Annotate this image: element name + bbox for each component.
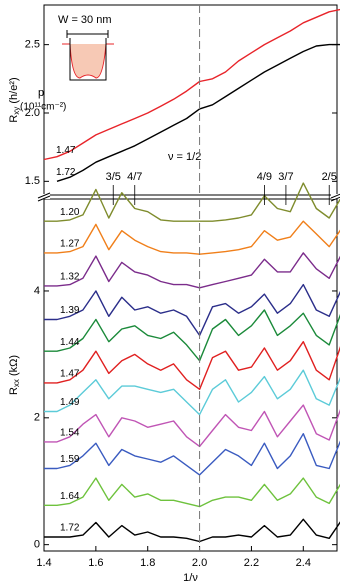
y-label-sub: xx bbox=[12, 379, 21, 387]
legend-title: p bbox=[38, 87, 44, 99]
plot-frame bbox=[43, 4, 338, 196]
y-tick-label: 2 bbox=[34, 412, 40, 424]
series-label: 1.39 bbox=[60, 305, 80, 316]
series-label: 1.32 bbox=[60, 272, 80, 283]
x-tick-label: 1.8 bbox=[140, 557, 155, 569]
data-line bbox=[44, 433, 340, 476]
y-label-main: R bbox=[8, 115, 20, 123]
data-line bbox=[44, 404, 340, 448]
y-axis-label: Rxx (kΩ) bbox=[8, 355, 21, 395]
x-tick-label: 1.6 bbox=[88, 557, 103, 569]
width-ticks bbox=[66, 30, 109, 38]
data-line bbox=[44, 369, 340, 416]
data-line bbox=[44, 283, 340, 337]
data-line bbox=[43, 8, 340, 161]
series-label: 1.49 bbox=[60, 397, 80, 408]
fraction-label: 3/7 bbox=[278, 171, 293, 183]
x-tick-label: 1.4 bbox=[36, 557, 51, 569]
y-label-sub: xy bbox=[12, 107, 21, 115]
series-label: 1.47 bbox=[60, 369, 80, 380]
data-line bbox=[44, 220, 340, 255]
data-line bbox=[44, 341, 340, 390]
fraction-label: 4/7 bbox=[127, 171, 142, 183]
y-tick-label: 2.0 bbox=[25, 107, 40, 119]
y-tick-label: 0 bbox=[34, 539, 40, 551]
data-line bbox=[44, 252, 340, 289]
y-tick-label: 4 bbox=[34, 285, 40, 297]
axis-break bbox=[330, 193, 340, 202]
series-label: 1.44 bbox=[60, 337, 80, 348]
x-tick-label: 2.2 bbox=[244, 557, 259, 569]
well bbox=[69, 38, 107, 81]
x-tick-label: 2.4 bbox=[296, 557, 311, 569]
series-label: 1.59 bbox=[60, 454, 80, 465]
series-label: 1.72 bbox=[60, 523, 80, 534]
density-profile bbox=[62, 43, 114, 79]
series-label: 1.64 bbox=[60, 491, 80, 502]
fraction-label: 3/5 bbox=[106, 171, 121, 183]
series-label: 1.27 bbox=[60, 239, 80, 250]
plot-frame bbox=[43, 198, 338, 552]
y-label-unit: (h/e²) bbox=[8, 77, 20, 106]
series-label: 1.72 bbox=[56, 167, 76, 178]
x-tick-label: 2.0 bbox=[192, 557, 207, 569]
y-tick-label: 2.5 bbox=[25, 39, 40, 51]
y-axis-label: Rxy (h/e²) bbox=[8, 77, 21, 122]
series-label: 1.47 bbox=[56, 145, 76, 156]
inset-label: W = 30 nm bbox=[58, 14, 112, 26]
legend-title: (10¹¹cm⁻²) bbox=[20, 102, 66, 113]
y-label-main: R bbox=[8, 387, 20, 395]
series-label: 1.54 bbox=[60, 428, 80, 439]
fraction-label: 2/5 bbox=[322, 171, 337, 183]
data-line bbox=[44, 477, 340, 508]
y-label-unit: (kΩ) bbox=[8, 355, 20, 379]
inset-well bbox=[62, 30, 114, 81]
series-label: 1.20 bbox=[60, 207, 80, 218]
data-line bbox=[44, 309, 340, 362]
x-axis-label: 1/ν bbox=[183, 572, 198, 584]
axis-break-gap bbox=[38, 194, 50, 199]
axis-break bbox=[37, 192, 51, 202]
y-tick-label: 1.5 bbox=[25, 175, 40, 187]
annotation: ν = 1/2 bbox=[168, 151, 201, 163]
data-line bbox=[44, 518, 340, 543]
fraction-label: 4/9 bbox=[257, 171, 272, 183]
data-line bbox=[44, 182, 340, 222]
